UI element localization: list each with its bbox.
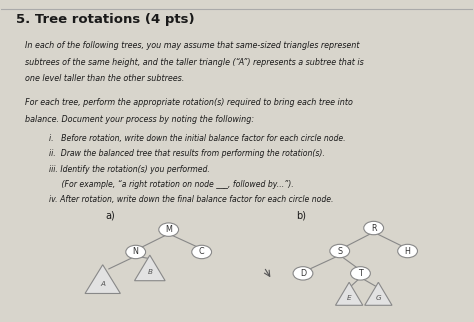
Circle shape — [126, 245, 146, 259]
Polygon shape — [135, 255, 165, 281]
Text: a): a) — [105, 211, 115, 221]
Polygon shape — [85, 265, 120, 293]
Text: C: C — [199, 248, 204, 257]
Text: one level taller than the other subtrees.: one level taller than the other subtrees… — [25, 74, 184, 83]
Text: T: T — [358, 269, 363, 278]
Text: subtrees of the same height, and the taller triangle (“A”) represents a subtree : subtrees of the same height, and the tal… — [25, 58, 364, 67]
Text: In each of the following trees, you may assume that same-sized triangles represe: In each of the following trees, you may … — [25, 41, 359, 50]
Text: N: N — [133, 248, 138, 257]
Text: E: E — [347, 295, 351, 301]
Text: i.   Before rotation, write down the initial balance factor for each circle node: i. Before rotation, write down the initi… — [48, 134, 345, 143]
Text: A: A — [100, 281, 105, 287]
Text: b): b) — [296, 211, 306, 221]
Text: G: G — [375, 295, 381, 301]
Circle shape — [330, 244, 350, 258]
Text: (For example, “a right rotation on node ___, followed by...”).: (For example, “a right rotation on node … — [48, 180, 293, 189]
Text: B: B — [147, 269, 152, 275]
Circle shape — [398, 244, 418, 258]
Text: M: M — [165, 225, 172, 234]
Text: iv. After rotation, write down the final balance factor for each circle node.: iv. After rotation, write down the final… — [48, 195, 333, 204]
Text: iii. Identify the rotation(s) you performed.: iii. Identify the rotation(s) you perfor… — [48, 165, 210, 174]
Text: ii.  Draw the balanced tree that results from performing the rotation(s).: ii. Draw the balanced tree that results … — [48, 149, 324, 158]
Text: balance. Document your process by noting the following:: balance. Document your process by noting… — [25, 115, 254, 124]
Text: R: R — [371, 223, 376, 232]
Text: D: D — [300, 269, 306, 278]
Circle shape — [351, 267, 370, 280]
Circle shape — [159, 223, 179, 236]
Text: For each tree, perform the appropriate rotation(s) required to bring each tree i: For each tree, perform the appropriate r… — [25, 98, 353, 107]
Text: 5. Tree rotations (4 pts): 5. Tree rotations (4 pts) — [16, 13, 194, 25]
Text: S: S — [337, 247, 342, 256]
Polygon shape — [336, 282, 363, 305]
Circle shape — [192, 245, 211, 259]
Circle shape — [364, 221, 383, 235]
Polygon shape — [365, 282, 392, 305]
Text: H: H — [405, 247, 410, 256]
Circle shape — [293, 267, 313, 280]
